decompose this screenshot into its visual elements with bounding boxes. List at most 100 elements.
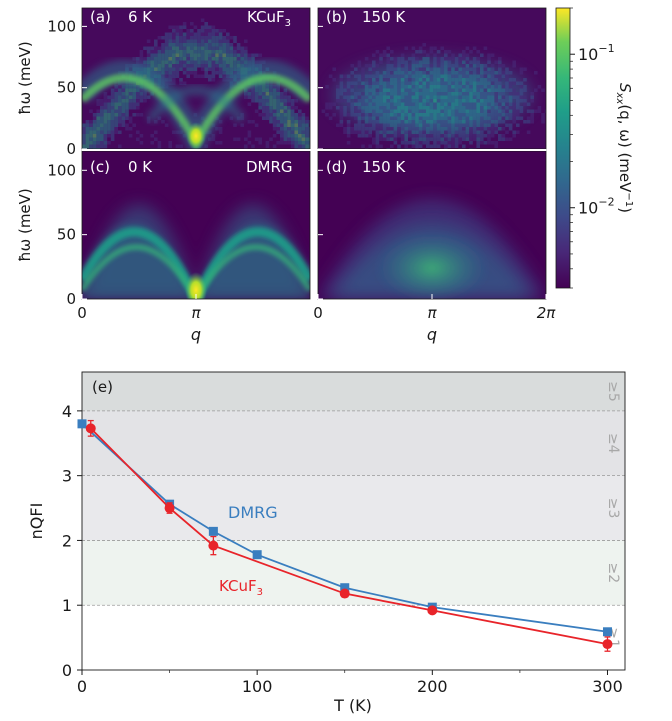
panel-a-noise-cell <box>244 50 248 54</box>
panel-a-source: KCuF3 <box>247 8 291 29</box>
panel-a-noise-cell <box>290 141 295 145</box>
panel-b-noise-cell <box>436 81 441 85</box>
panel-b-noise-cell <box>372 109 376 113</box>
band-region <box>82 410 625 476</box>
panel-b-noise-cell <box>429 102 434 106</box>
panel-b-noise-cell <box>444 137 448 141</box>
panel-b-noise-cell <box>519 85 524 89</box>
panel-a-noise-cell <box>146 39 151 43</box>
panel-a-noise-cell <box>269 116 273 120</box>
panel-a-noise-cell <box>258 137 262 141</box>
panel-b-noise-cell <box>487 53 491 57</box>
series-line <box>90 427 608 645</box>
panel-b-noise-cell <box>530 113 534 117</box>
panel-b-noise-cell <box>472 60 477 64</box>
panel-b-noise-cell <box>519 71 524 75</box>
panel-a-noise-cell <box>258 88 262 92</box>
panel-cd-y-axis-label: ħω (meV) <box>16 188 34 262</box>
panel-a-noise-cell <box>193 43 198 47</box>
panel-b-noise-cell <box>354 130 358 134</box>
panel-b-noise-cell <box>390 71 394 75</box>
panel-a-noise-cell <box>280 99 284 103</box>
panel-a-noise-cell <box>301 141 306 145</box>
panel-b-noise-cell <box>368 88 372 92</box>
panel-a-noise-cell <box>226 71 230 75</box>
panel-b-noise-cell <box>386 60 390 64</box>
panel-b-noise-cell <box>436 130 441 134</box>
panel-b-noise-cell <box>444 127 448 131</box>
panel-b-noise-cell <box>354 95 358 99</box>
panel-b-noise-cell <box>444 148 448 149</box>
panel-b-noise-cell <box>364 74 369 78</box>
panel-a-noise-cell <box>247 95 252 99</box>
panel-a-noise-cell <box>139 141 144 145</box>
panel-a-noise-cell <box>193 57 198 61</box>
panel-a-noise-cell <box>233 64 237 68</box>
panel-b-noise-cell <box>375 85 380 89</box>
panel-a-noise-cell <box>175 29 180 33</box>
panel-a-noise-cell <box>269 88 273 92</box>
panel-a-noise-cell <box>280 102 284 106</box>
panel-b-noise-cell <box>469 102 473 106</box>
panel-b-noise-cell <box>458 67 462 71</box>
panel-a-noise-cell <box>132 95 136 99</box>
panel-a-noise-cell <box>272 134 277 138</box>
panel-b-noise-cell <box>393 64 398 68</box>
panel-b-noise-cell <box>408 95 412 99</box>
panel-b-noise-cell <box>534 88 538 92</box>
panel-b-noise-cell <box>494 92 498 96</box>
panel-a-noise-cell <box>308 134 310 138</box>
panel-a-noise-cell <box>100 148 104 149</box>
panel-b-noise-cell <box>375 130 380 134</box>
panel-b-noise-cell <box>400 120 405 124</box>
panel-b-noise-cell <box>415 130 419 134</box>
panel-b-noise-cell <box>339 106 344 110</box>
panel-a-noise-cell <box>218 57 223 61</box>
x-tick-label: 200 <box>417 677 448 696</box>
panel-b-noise-cell <box>393 137 398 141</box>
panel-b-noise-cell <box>501 71 506 75</box>
panel-b-noise-cell <box>480 53 484 57</box>
panel-b-noise-cell <box>458 57 462 61</box>
panel-b-noise-cell <box>390 57 394 61</box>
panel-a-noise-cell <box>247 134 252 138</box>
panel-b-noise-cell <box>364 113 369 117</box>
panel-b-noise-cell <box>386 67 390 71</box>
panel-b-noise-cell <box>483 81 488 85</box>
panel-a-noise-cell <box>251 53 255 57</box>
panel-b-noise-cell <box>494 71 498 75</box>
panel-b-noise-cell <box>494 130 498 134</box>
panel-b-noise-cell <box>444 109 448 113</box>
panel-b-noise-cell <box>440 102 444 106</box>
panel-b-noise-cell <box>465 120 470 124</box>
panel-b-noise-cell <box>422 81 426 85</box>
panel-b-noise-cell <box>364 127 369 131</box>
panel-a-noise-cell <box>211 64 216 68</box>
data-point-square <box>208 526 218 536</box>
panel-b-noise-cell <box>476 78 480 82</box>
panel-b-noise-cell <box>411 57 416 61</box>
panel-b-noise-cell <box>480 81 484 85</box>
panel-a-noise-cell <box>204 67 208 71</box>
panel-b-noise-cell <box>429 50 434 54</box>
panel-a-noise-cell <box>308 148 310 149</box>
panel-b-noise-cell <box>332 67 336 71</box>
panel-b-noise-cell <box>508 81 513 85</box>
panel-b-noise-cell <box>404 102 408 106</box>
panel-a-noise-cell <box>139 99 144 103</box>
panel-b-noise-cell <box>469 134 473 138</box>
panel-a-noise-cell <box>301 116 306 120</box>
panel-a-noise-cell <box>182 64 187 68</box>
panel-b-noise-cell <box>447 85 452 89</box>
panel-b-noise-cell <box>382 137 387 141</box>
panel-a-noise-cell <box>118 109 122 113</box>
panel-a-noise-cell <box>193 46 198 50</box>
panel-a-noise-cell <box>193 36 198 40</box>
panel-a-noise-cell <box>103 99 108 103</box>
panel-b-noise-cell <box>390 81 394 85</box>
panel-b-noise-cell <box>386 106 390 110</box>
panel-b-noise-cell <box>328 116 333 120</box>
panel-b-noise-cell <box>415 78 419 82</box>
panel-b-noise-cell <box>498 127 502 131</box>
panel-b-noise-cell <box>440 67 444 71</box>
